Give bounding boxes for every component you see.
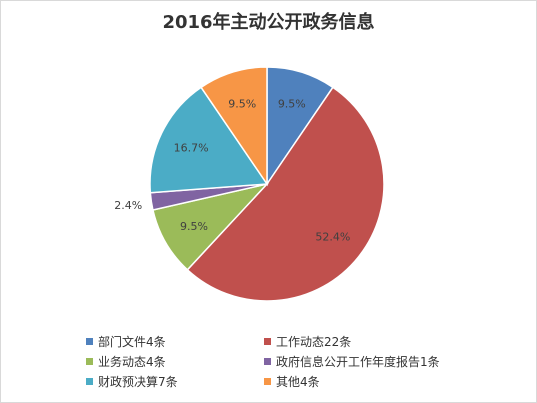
legend-item-documents: 部门文件4条 [86,333,264,349]
legend-swatch [86,377,93,385]
legend-item-business-updates: 业务动态4条 [86,353,264,369]
pie-slice-other [200,66,268,187]
legend-swatch [86,337,93,345]
legend-swatch [86,357,93,365]
legend-swatch [264,377,271,385]
legend-label: 工作动态22条 [276,334,352,349]
pie-slice-budget [149,86,269,194]
legend-item-work-updates: 工作动态22条 [264,333,506,349]
data-label-budget: 16.7% [174,141,209,154]
legend-label: 财政预决算7条 [98,374,178,389]
chart-title: 2016年主动公开政务信息 [162,12,375,33]
legend-item-other: 其他4条 [264,373,506,389]
legend-label: 业务动态4条 [98,354,166,369]
data-label-work-updates: 52.4% [315,231,350,244]
data-label-business-updates: 9.5% [180,220,208,233]
legend-item-budget: 财政预决算7条 [86,373,264,389]
legend: 部门文件4条 工作动态22条 业务动态4条 政府信息公开工作年度报告1条 财政预… [86,333,506,389]
legend-label: 部门文件4条 [98,334,166,349]
data-label-other: 9.5% [228,98,256,111]
data-label-documents: 9.5% [278,98,306,111]
legend-item-annual-report: 政府信息公开工作年度报告1条 [264,353,506,369]
legend-swatch [264,357,271,365]
legend-swatch [264,337,271,345]
data-label-annual-report: 2.4% [114,199,142,212]
legend-label: 其他4条 [276,374,320,389]
legend-label: 政府信息公开工作年度报告1条 [276,354,440,369]
pie-slice-work-updates [186,86,385,302]
